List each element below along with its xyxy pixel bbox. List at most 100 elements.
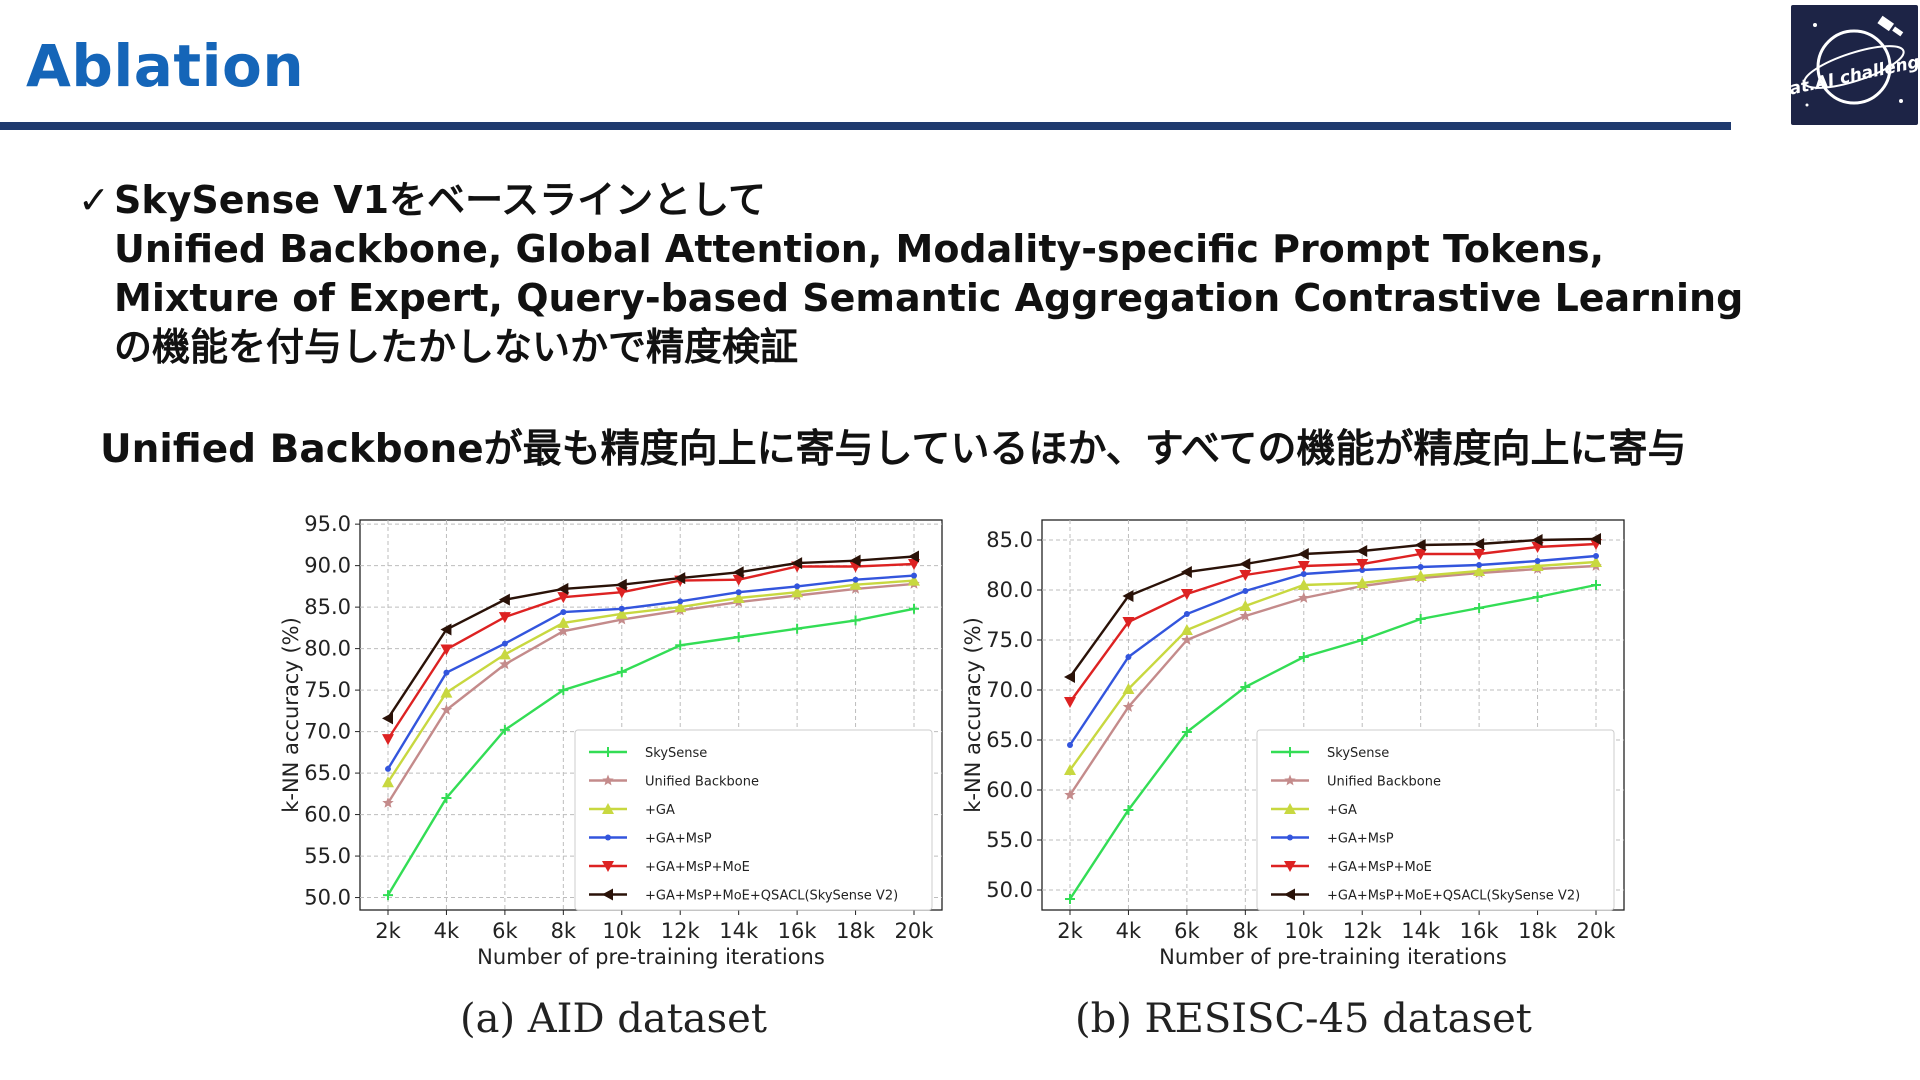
legend-marker bbox=[602, 861, 614, 872]
data-point bbox=[1180, 589, 1193, 600]
resisc45-accuracy-chart: 85.0 80.0 75.0 70.0 65.0 60.0 55.0 50.0 2k 4k 6k 8k… bbox=[961, 519, 1625, 969]
data-point bbox=[1125, 654, 1132, 660]
y-tick-label: 65.0 bbox=[304, 761, 351, 785]
x-tick-label: 10k bbox=[602, 919, 642, 943]
legend-box bbox=[1256, 729, 1615, 911]
y-tick-label: 95.0 bbox=[304, 512, 351, 536]
data-point bbox=[1239, 610, 1251, 621]
data-point bbox=[791, 557, 803, 570]
data-point bbox=[849, 578, 862, 590]
x-tick-label: 4k bbox=[1116, 919, 1142, 943]
data-point bbox=[674, 601, 687, 613]
x-tick-label: 2k bbox=[1057, 919, 1083, 943]
bullet-line-3: Mixture of Expert, Query-based Semantic … bbox=[114, 276, 1744, 320]
series-line bbox=[1068, 583, 1597, 900]
data-point bbox=[557, 616, 570, 628]
data-point bbox=[852, 576, 859, 583]
series--ga-msp-moe-qsacl-skysense-v2- bbox=[1064, 533, 1601, 683]
x-tick-label: 20k bbox=[1577, 919, 1617, 943]
legend-marker bbox=[1284, 861, 1296, 872]
series-skysense bbox=[1065, 580, 1601, 904]
x-tick-label: 16k bbox=[1460, 919, 1500, 943]
data-point bbox=[732, 592, 745, 603]
data-point bbox=[382, 776, 394, 788]
data-point bbox=[674, 572, 686, 585]
series-line bbox=[1069, 542, 1597, 703]
legend-box bbox=[574, 729, 933, 911]
data-point bbox=[557, 582, 569, 595]
data-point bbox=[615, 587, 628, 599]
data-point bbox=[385, 765, 391, 772]
legend-entry: +GA bbox=[645, 803, 675, 818]
data-point bbox=[909, 603, 919, 614]
data-point bbox=[908, 558, 920, 570]
y-tick-label: 55.0 bbox=[986, 828, 1033, 852]
data-point bbox=[732, 566, 744, 579]
legend-marker bbox=[602, 803, 614, 814]
data-point bbox=[382, 734, 394, 746]
legend-entry: +GA+MsP+MoE+QSACL(SkySense V2) bbox=[645, 889, 898, 904]
data-point bbox=[498, 648, 511, 660]
data-point bbox=[1356, 577, 1369, 588]
series-line bbox=[386, 574, 915, 770]
sat-ai-challenge-logo: Sat.AI challenge bbox=[1776, 5, 1920, 125]
legend: SkySense Unified Backbone +GA +GA+MsP +GA+Ms… bbox=[574, 729, 933, 911]
data-point bbox=[1065, 894, 1075, 904]
bullet-block: ✓ SkySense V1をベースラインとして Unified Backbone… bbox=[78, 176, 1743, 372]
series-line bbox=[386, 562, 915, 740]
y-tick-label: 90.0 bbox=[304, 554, 351, 578]
data-point bbox=[1064, 671, 1075, 683]
data-point bbox=[1180, 566, 1192, 578]
slide-title: Ablation bbox=[26, 32, 305, 100]
data-point bbox=[1476, 562, 1483, 568]
data-point bbox=[791, 586, 804, 598]
legend-marker bbox=[603, 747, 613, 757]
x-axis-label: Number of pre-training iterations bbox=[1159, 945, 1507, 969]
legend-entry: Unified Backbone bbox=[645, 775, 759, 790]
data-point bbox=[1064, 764, 1076, 775]
y-tick-label: 55.0 bbox=[304, 844, 351, 868]
y-tick-label: 75.0 bbox=[304, 678, 351, 702]
series-line bbox=[1069, 537, 1597, 678]
data-point bbox=[733, 632, 744, 642]
series--ga-msp-moe-qsacl-skysense-v2- bbox=[382, 550, 919, 725]
data-point bbox=[732, 574, 745, 586]
data-point bbox=[1473, 538, 1485, 550]
x-tick-label: 8k bbox=[551, 919, 577, 943]
data-point bbox=[557, 625, 569, 636]
data-point bbox=[1414, 549, 1427, 560]
logo-graphic: Sat.AI challenge bbox=[1776, 15, 1920, 107]
series-line bbox=[386, 582, 915, 804]
data-point bbox=[1473, 565, 1486, 576]
data-point bbox=[1414, 539, 1426, 551]
data-point bbox=[1240, 682, 1251, 692]
legend-marker bbox=[605, 834, 611, 841]
y-tick-label: 60.0 bbox=[986, 778, 1033, 802]
y-tick-label: 75.0 bbox=[986, 628, 1033, 652]
data-point bbox=[1531, 560, 1544, 571]
data-point bbox=[1064, 697, 1076, 708]
legend-entry: +GA+MsP bbox=[645, 832, 712, 847]
data-point bbox=[1122, 590, 1134, 602]
data-point bbox=[498, 612, 511, 624]
data-point bbox=[1356, 559, 1369, 570]
x-tick-label: 6k bbox=[492, 919, 518, 943]
data-point bbox=[1239, 570, 1252, 581]
series-line bbox=[1069, 564, 1597, 796]
legend-entry: Unified Backbone bbox=[1327, 775, 1441, 790]
legend-marker bbox=[1285, 747, 1295, 757]
aid-accuracy-chart: 95.0 90.0 85.0 80.0 75.0 70.0 65.0 60.0 55.0 50.0… bbox=[279, 512, 943, 969]
x-tick-label: 16k bbox=[778, 919, 818, 943]
series-line bbox=[386, 607, 915, 896]
data-point bbox=[1414, 570, 1427, 581]
series-line bbox=[1069, 560, 1597, 771]
data-point bbox=[1064, 789, 1076, 800]
data-point bbox=[850, 615, 861, 626]
data-point bbox=[1590, 556, 1602, 567]
data-point bbox=[1122, 701, 1135, 712]
legend-marker bbox=[1284, 803, 1296, 814]
data-point bbox=[1532, 592, 1543, 602]
data-point bbox=[443, 669, 450, 676]
data-point bbox=[1300, 571, 1307, 577]
series-line bbox=[1069, 554, 1597, 746]
